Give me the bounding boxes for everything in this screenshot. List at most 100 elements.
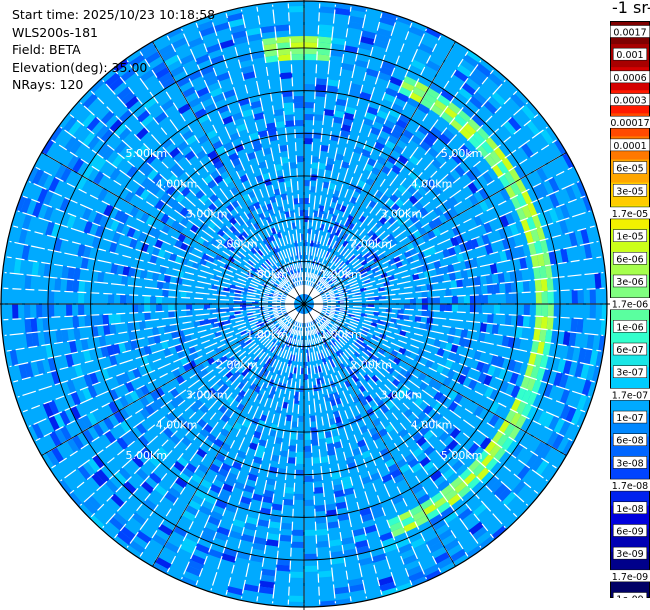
range-gate [378,428,388,438]
range-gate [321,332,326,339]
range-gate [108,401,119,414]
range-gate [319,268,324,275]
range-gate [138,320,146,330]
range-gate [466,545,483,559]
range-gate [137,365,147,377]
range-gate [161,224,171,235]
range-gate [342,240,349,248]
range-gate [364,435,374,445]
range-gate [317,426,325,434]
range-gate [96,142,110,158]
range-gate [562,331,571,346]
colorbar-tick-label: 1e-05 [616,232,643,243]
range-gate [428,378,438,388]
range-gate [261,382,269,390]
range-gate [387,463,399,474]
range-gate [547,370,558,385]
range-gate [371,451,383,462]
range-gate [356,545,371,555]
range-gate [361,30,377,40]
range-gate [496,160,509,175]
range-gate [381,587,398,597]
range-gate [163,251,172,261]
ray [9,307,283,366]
range-gate [562,359,572,375]
range-gate [410,537,426,549]
range-gate [118,395,130,408]
range-gate [373,161,384,171]
range-gate [119,212,130,225]
range-gate [54,128,68,145]
range-gate [451,287,458,297]
ray [217,307,303,575]
range-gate [78,292,85,304]
ray [312,309,549,476]
range-gate [326,85,339,93]
range-gate [195,543,211,555]
colorbar-tick-label: 3e-06 [616,277,643,288]
range-gate [172,368,181,378]
range-gate [165,216,175,227]
range-gate [373,39,389,50]
range-gate [251,493,264,502]
range-gate [87,458,101,473]
range-gate [275,284,282,289]
range-gate [371,553,387,563]
range-gate [168,317,176,326]
range-gate [75,176,88,191]
range-gate [304,445,312,452]
range-gate [438,431,450,443]
range-gate [182,328,190,337]
range-gate [207,448,218,459]
range-gate [389,521,404,532]
range-gate [468,72,484,87]
range-gate [156,296,163,304]
colorbar-tick-label: 3e-05 [616,186,643,197]
range-gate [489,333,498,345]
range-gate [434,458,448,471]
range-gate [425,419,437,430]
range-gate [453,393,464,405]
range-gate [504,409,517,423]
range-gate [13,258,22,275]
range-gate [341,475,352,484]
range-gate [372,509,385,519]
range-gate [129,339,138,351]
range-gate [245,338,253,346]
range-gate [421,415,432,426]
range-gate [413,542,429,555]
range-gate [43,158,57,175]
range-gate [328,539,343,547]
range-gate [108,77,124,92]
range-gate [296,306,302,312]
range-gate [490,354,500,367]
range-gate [128,267,136,278]
range-gate [304,294,307,301]
ray [304,4,367,301]
range-gate [203,453,215,464]
range-gate [108,354,118,367]
range-gate [314,90,327,98]
range-gate [393,473,405,484]
range-gate [194,468,206,479]
range-gate [270,280,277,286]
range-gate [36,290,43,304]
range-gate [464,240,474,251]
range-gate [524,230,534,244]
range-gate [329,233,335,241]
range-gate [151,533,167,547]
range-gate [520,375,531,390]
range-gate [542,179,555,195]
range-gate [66,304,73,317]
range-gate [285,414,293,422]
range-gate [120,245,129,257]
range-gate [210,428,221,439]
range-gate [171,419,183,430]
range-gate [342,481,354,490]
range-gate [152,228,162,239]
range-gate [335,501,348,510]
range-gate [156,446,169,459]
ray [68,325,279,507]
range-gate [229,225,238,234]
range-gate [562,439,574,456]
